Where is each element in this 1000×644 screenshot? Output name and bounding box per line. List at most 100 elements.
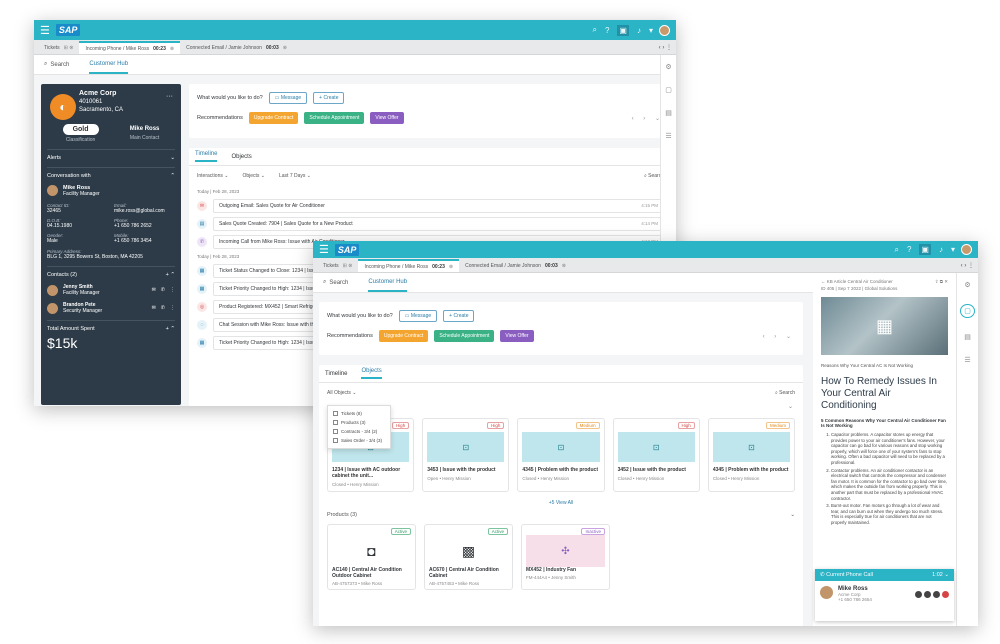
conversation-section[interactable]: Conversation with ⌃: [47, 167, 175, 179]
field-mobile[interactable]: Mobile: +1 650 786 3454: [114, 233, 152, 244]
article-back[interactable]: ← KB Article Central Air Conditioner ⇪ ⧉…: [821, 279, 948, 284]
list-icon[interactable]: ☰: [964, 357, 971, 364]
filter-interactions[interactable]: Interactions ⌄: [197, 173, 229, 179]
ticket-card[interactable]: High ⊡ 3452 | Issue with the product Closed…: [612, 418, 700, 492]
contact-row[interactable]: Jenny Smith Facility Manager ✉ ✆ ⋮: [47, 284, 175, 296]
filter-objects[interactable]: Objects ⌄: [242, 173, 265, 179]
tab-search[interactable]: ⌕ Search: [44, 61, 70, 68]
add-icon[interactable]: + ⌃: [165, 272, 175, 278]
total-spent-section[interactable]: Total Amount Spent + ⌃: [47, 320, 175, 332]
field-email[interactable]: Email: mike.ross@global.com: [114, 203, 165, 214]
call-header[interactable]: ✆ Current Phone Call 1:02 ⌄: [815, 569, 954, 581]
tab-incoming-phone[interactable]: Incoming Phone / Mike Ross 00:23 ⊗: [79, 41, 181, 54]
settings-icon[interactable]: ⚙: [665, 64, 672, 71]
help-icon[interactable]: ?: [604, 25, 610, 35]
timeline-item[interactable]: ✉ Outgoing Email: Sales Quote for Air Con…: [189, 197, 672, 215]
objects-search[interactable]: ⌕ Search: [774, 390, 795, 396]
tab-timeline[interactable]: Timeline: [325, 370, 348, 377]
chevron-down-icon[interactable]: ▾: [950, 245, 955, 254]
chevron-down-icon[interactable]: ▾: [648, 25, 653, 35]
products-header[interactable]: Products (3) ⌄: [327, 512, 795, 518]
search-icon[interactable]: ⌕: [894, 244, 899, 254]
view-offer-button[interactable]: View Offer: [500, 330, 534, 342]
main-contact[interactable]: Mike Ross: [129, 126, 160, 132]
hold-icon[interactable]: [924, 590, 931, 598]
avatar[interactable]: [961, 244, 972, 255]
document-icon[interactable]: ▤: [964, 334, 971, 341]
filter-date[interactable]: Last 7 Days ⌄: [279, 173, 311, 179]
tab-scroll-arrows[interactable]: ‹ › ⋮: [960, 262, 974, 269]
pager-controls[interactable]: ‹ › ⌄: [631, 115, 664, 122]
add-icon[interactable]: + ⌃: [165, 326, 175, 332]
inbox-icon[interactable]: ▣: [919, 244, 931, 255]
tab-objects[interactable]: Objects: [361, 368, 382, 379]
pager-controls[interactable]: ‹ › ⌄: [762, 333, 795, 340]
product-card[interactable]: Active ▩ AC670 | Central Air Condition Cab…: [424, 524, 513, 590]
timeline-item[interactable]: ▤ Sales Quote Created: 7904 | Sales Quote…: [189, 215, 672, 233]
product-card[interactable]: Active ◘ AC140 | Central Air Condition Out…: [327, 524, 416, 590]
view-offer-button[interactable]: View Offer: [370, 112, 404, 124]
chat-icon[interactable]: ▢: [665, 87, 672, 94]
bell-icon[interactable]: ♪: [636, 25, 641, 35]
field-phone[interactable]: Phone: +1 650 786 2652: [114, 218, 152, 229]
more-icon[interactable]: ⋮: [170, 305, 175, 311]
dropdown-option[interactable]: Contracts - 3/4 (2): [328, 427, 390, 436]
tab-tickets[interactable]: Tickets ⊞ ⊗: [44, 44, 74, 51]
create-button[interactable]: + Create: [443, 310, 475, 322]
phone-icon[interactable]: ✆: [160, 287, 165, 293]
view-all-link[interactable]: +5 View All: [548, 500, 574, 506]
upgrade-contract-button[interactable]: Upgrade Contract: [248, 112, 299, 124]
product-card[interactable]: Inactive ✣ MX452 | Industry Fan FM-444A4 • …: [521, 524, 610, 590]
avatar[interactable]: [659, 24, 670, 36]
document-icon[interactable]: ▤: [665, 110, 672, 117]
hangup-icon[interactable]: [942, 590, 949, 598]
more-icon[interactable]: ···: [166, 93, 173, 100]
contact-row[interactable]: Brandon Pete Security Manager ✉ ✆ ⋮: [47, 302, 175, 314]
schedule-appointment-button[interactable]: Schedule Appointment: [434, 330, 495, 342]
tab-incoming-phone[interactable]: Incoming Phone / Mike Ross 00:23 ⊗: [358, 259, 460, 272]
filter-all-objects[interactable]: All Objects ⌄: [327, 390, 357, 396]
tab-connected-email[interactable]: Connected Email / Jamie Johnson 00:03 ⊗: [186, 44, 287, 51]
collapse-icon[interactable]: ⌄: [787, 404, 793, 410]
timeline-search[interactable]: ⌕ Search: [643, 173, 664, 179]
menu-icon[interactable]: ☰: [40, 24, 50, 37]
collapse-icon[interactable]: ⌄: [790, 512, 795, 518]
upgrade-contract-button[interactable]: Upgrade Contract: [378, 330, 429, 342]
dropdown-option[interactable]: Products (3): [328, 418, 390, 427]
contacts-section[interactable]: Contacts (2) + ⌃: [47, 266, 175, 278]
list-icon[interactable]: ☰: [665, 133, 672, 140]
tab-scroll-arrows[interactable]: ‹ › ⋮: [658, 44, 672, 51]
transfer-icon[interactable]: [933, 590, 940, 598]
chat-icon[interactable]: ▢: [960, 304, 975, 318]
dropdown-option[interactable]: Tickets (8): [328, 409, 390, 418]
menu-icon[interactable]: ☰: [319, 244, 329, 256]
checkbox[interactable]: [333, 438, 338, 443]
message-button[interactable]: ▭ Message: [268, 92, 308, 104]
bell-icon[interactable]: ♪: [938, 245, 943, 254]
tab-customer-hub[interactable]: Customer Hub: [368, 273, 408, 292]
settings-icon[interactable]: ⚙: [964, 282, 971, 289]
tab-tickets[interactable]: Tickets ⊞ ⊗: [323, 262, 353, 269]
email-icon[interactable]: ✉: [151, 305, 156, 311]
ticket-card[interactable]: Medium ⊡ 4345 | Problem with the product Cl…: [517, 418, 605, 492]
tab-timeline[interactable]: Timeline: [195, 151, 218, 162]
checkbox[interactable]: [333, 411, 338, 416]
more-icon[interactable]: ⋮: [170, 287, 175, 293]
message-button[interactable]: ▭ Message: [398, 310, 438, 322]
help-icon[interactable]: ?: [906, 245, 912, 254]
tab-connected-email[interactable]: Connected Email / Jamie Johnson 00:03 ⊗: [465, 262, 566, 269]
ticket-card[interactable]: Medium ⊡ 4345 | Problem with the product Cl…: [707, 418, 796, 492]
phone-icon[interactable]: ✆: [160, 305, 165, 311]
tab-search[interactable]: ⌕ Search: [323, 279, 349, 286]
checkbox[interactable]: [333, 429, 338, 434]
tab-customer-hub[interactable]: Customer Hub: [89, 55, 129, 74]
mute-icon[interactable]: [915, 590, 922, 598]
checkbox[interactable]: [333, 420, 338, 425]
email-icon[interactable]: ✉: [151, 287, 156, 293]
share-icons[interactable]: ⇪ ⧉ ✕: [934, 279, 948, 284]
alerts-section[interactable]: Alerts ⌄: [47, 149, 175, 161]
ticket-card[interactable]: High ⊡ 3453 | Issue with the product Open •…: [422, 418, 510, 492]
create-button[interactable]: + Create: [313, 92, 345, 104]
tab-objects[interactable]: Objects: [231, 153, 252, 160]
inbox-icon[interactable]: ▣: [617, 24, 629, 36]
